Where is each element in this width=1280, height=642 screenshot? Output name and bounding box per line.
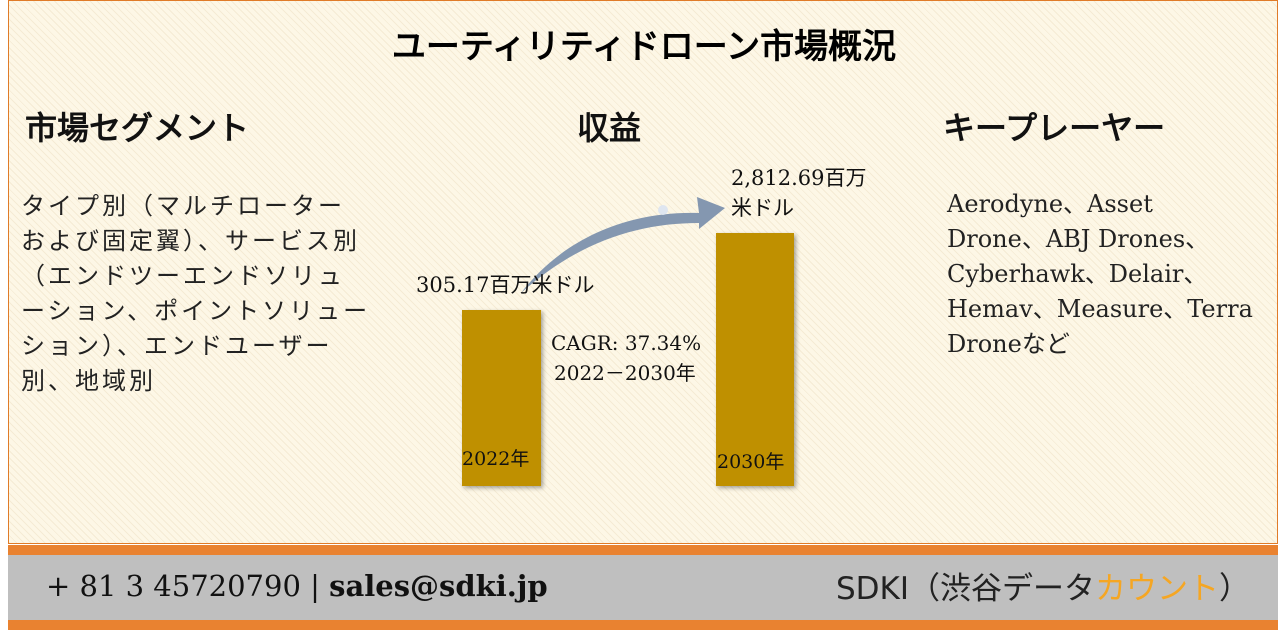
band [8, 545, 1278, 555]
brand-name: SDKI（渋谷データ [835, 571, 1095, 607]
brand: SDKI（渋谷データカウント） [836, 563, 1250, 608]
growth-arrow [521, 197, 725, 293]
bar-2030 [716, 233, 794, 486]
bar-2022 [462, 310, 541, 486]
end-label: 2,812.69百万米ドル [731, 166, 867, 220]
panel: ユーティリティドローン市場概況 市場セグメント 収益 キープレーヤー タイプ別（… [8, 0, 1278, 544]
segments-text: タイプ別（マルチローターおよび固定翼）、サービス別（エンドツーエンドソリューショ… [21, 192, 371, 395]
players-text: Aerodyne、Asset Drone、ABJ Drones、Cyberhaw… [947, 190, 1253, 358]
arrow-dot [658, 205, 668, 215]
players-heading: キープレーヤー [943, 109, 1166, 147]
band [8, 620, 1278, 630]
title: ユーティリティドローン市場概況 [391, 27, 897, 67]
start-label: 305.17百万米ドル [416, 273, 595, 297]
separator: | [310, 569, 320, 603]
contact: + 81 3 45720790 | sales@sdki.jp [46, 569, 548, 603]
footer: + 81 3 45720790 | sales@sdki.jp SDKI（渋谷デ… [8, 555, 1278, 620]
end-year: 2030年 [717, 451, 785, 473]
phone: + 81 3 45720790 [46, 569, 301, 603]
segments-heading: 市場セグメント [25, 109, 250, 147]
revenue-heading: 収益 [577, 109, 642, 147]
cagr: CAGR: 37.34% [551, 331, 702, 355]
revenue-graphic [462, 197, 794, 486]
brand-accent: カウント [1095, 571, 1219, 607]
start-year: 2022年 [462, 448, 530, 470]
period: 2022－2030年 [554, 361, 696, 385]
email: sales@sdki.jp [329, 569, 548, 603]
brand-end: ） [1219, 571, 1250, 607]
